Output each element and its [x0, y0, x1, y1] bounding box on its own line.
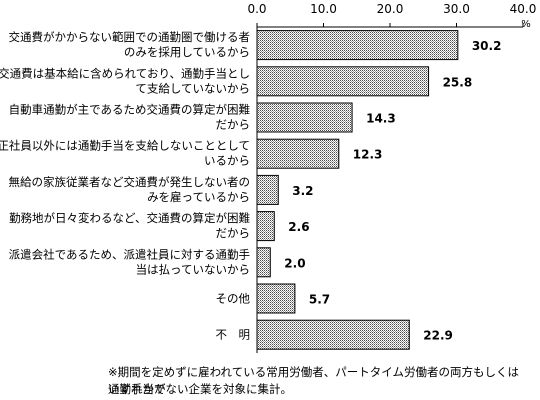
category-label: 不 明 [216, 328, 251, 342]
footnote-line-1: ※期間を定めずに雇われている常用労働者、パートタイム労働者の両方もしくはいずれか… [108, 365, 519, 396]
x-tick-label: 30.0 [443, 2, 470, 16]
category-label-line: いるから [204, 154, 250, 168]
category-label-line: みを雇っているから [147, 190, 250, 204]
category-label-line: その他 [216, 292, 251, 306]
x-tick-label: 10.0 [310, 2, 337, 16]
category-label-line: 自動車通勤が主であるため交通費の算定が困難 [9, 103, 250, 117]
bar [256, 211, 275, 242]
x-tick-label: 40.0 [510, 2, 537, 16]
category-label-line: 不 明 [216, 328, 251, 342]
data-label: 3.2 [292, 184, 313, 198]
category-label-line: だから [216, 226, 251, 240]
x-tick-label: 0.0 [247, 2, 266, 16]
data-label: 2.0 [284, 256, 305, 270]
data-label: 30.2 [472, 39, 502, 53]
category-label-line: 交通費がかからない範囲での通勤圏で働ける者 [9, 30, 251, 44]
bar [256, 283, 296, 314]
data-label: 14.3 [366, 112, 396, 126]
category-labels: 交通費がかからない範囲での通勤圏で働ける者のみを採用しているから交通費は基本給に… [0, 30, 250, 342]
x-axis-unit: % [521, 19, 531, 30]
category-label: 自動車通勤が主であるため交通費の算定が困難だから [9, 103, 250, 132]
category-label: 勤務地が日々変わるなど、交通費の算定が困難だから [9, 211, 250, 240]
category-label-line: 派遣会社であるため、派遣社員に対する通勤手 [9, 247, 250, 261]
bar [256, 247, 271, 278]
category-label-line: て支給していないから [135, 81, 250, 95]
category-label-line: だから [216, 118, 251, 132]
data-label: 12.3 [353, 148, 383, 162]
x-axis-ticks: 0.0 10.0 20.0 30.0 40.0% [247, 2, 536, 30]
category-label-line: 無給の家族従業者など交通費が発生しない者の [9, 175, 251, 189]
bar [256, 66, 430, 97]
bar [256, 319, 410, 350]
category-label-line: のみを採用しているから [124, 45, 250, 59]
data-label: 2.6 [288, 220, 309, 234]
category-label: 交通費は基本給に含められており、通勤手当として支給していないから [0, 66, 250, 95]
data-label: 25.8 [443, 75, 473, 89]
category-label: 無給の家族従業者など交通費が発生しない者のみを雇っているから [9, 175, 251, 204]
bar [256, 138, 340, 169]
category-label-line: 当は払っていないから [136, 262, 250, 276]
category-label: 派遣会社であるため、派遣社員に対する通勤手当は払っていないから [9, 247, 250, 276]
category-label: 正社員以外には通勤手当を支給しないこととしているから [0, 139, 250, 168]
category-label-line: 正社員以外には通勤手当を支給しないこととして [0, 139, 250, 153]
x-tick-label: 20.0 [377, 2, 404, 16]
bars [256, 30, 459, 350]
axes [256, 26, 523, 353]
bar [256, 174, 279, 205]
bar [256, 30, 459, 61]
data-label: 22.9 [423, 329, 453, 343]
category-label-line: 交通費は基本給に含められており、通勤手当とし [0, 66, 250, 80]
category-label: その他 [216, 292, 251, 306]
category-label: 交通費がかからない範囲での通勤圏で働ける者のみを採用しているから [9, 30, 251, 59]
category-label-line: 勤務地が日々変わるなど、交通費の算定が困難 [9, 211, 250, 225]
bar [256, 102, 353, 133]
value-labels: 30.2 25.8 14.3 12.3 3.2 2.6 2.0 5.7 22.9 [284, 39, 501, 343]
data-label: 5.7 [309, 293, 330, 307]
footnote-line-2: 通勤手当がない企業を対象に集計。 [108, 382, 292, 396]
